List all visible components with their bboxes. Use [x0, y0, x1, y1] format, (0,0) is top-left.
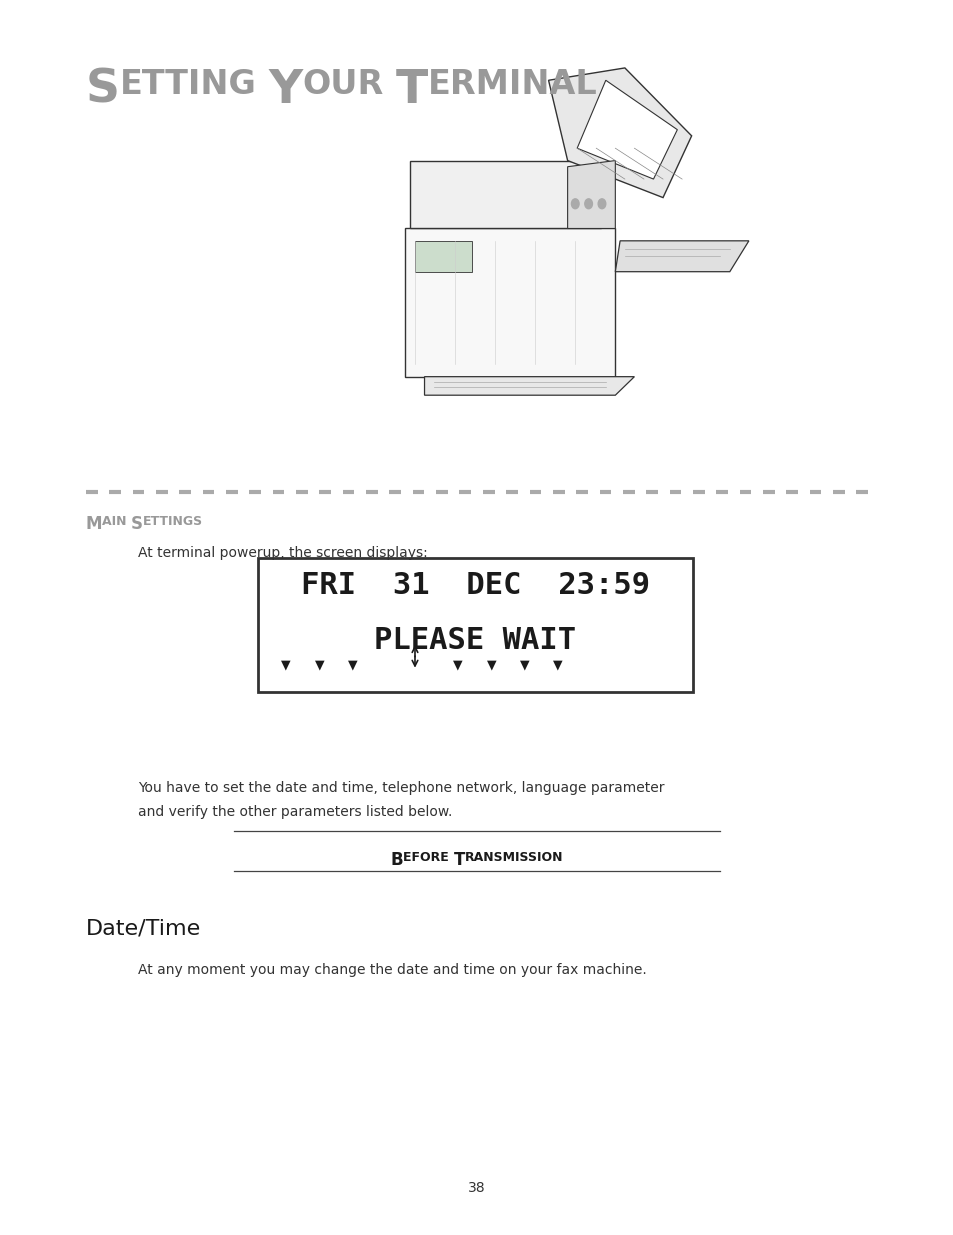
Text: At terminal powerup, the screen displays:: At terminal powerup, the screen displays…: [138, 546, 428, 559]
Text: At any moment you may change the date and time on your fax machine.: At any moment you may change the date an…: [138, 963, 646, 977]
Text: ▼: ▼: [453, 658, 462, 671]
Text: T: T: [395, 68, 427, 112]
Text: AIN: AIN: [102, 515, 132, 529]
Circle shape: [571, 199, 578, 209]
Polygon shape: [415, 241, 472, 272]
Polygon shape: [615, 241, 748, 272]
Text: Y: Y: [268, 68, 302, 112]
Text: ▼: ▼: [348, 658, 357, 671]
Text: You have to set the date and time, telephone network, language parameter: You have to set the date and time, telep…: [138, 781, 664, 794]
Polygon shape: [410, 161, 600, 228]
Text: Date/Time: Date/Time: [86, 919, 201, 939]
Polygon shape: [424, 377, 634, 395]
FancyBboxPatch shape: [257, 558, 692, 692]
Polygon shape: [548, 68, 691, 198]
Circle shape: [598, 199, 605, 209]
Text: ▼: ▼: [519, 658, 529, 671]
Text: ETTING: ETTING: [120, 68, 256, 101]
Text: OUR: OUR: [302, 68, 383, 101]
Text: ▼: ▼: [314, 658, 324, 671]
Text: ETTINGS: ETTINGS: [143, 515, 203, 529]
Text: ▼: ▼: [486, 658, 496, 671]
Text: ▼: ▼: [281, 658, 291, 671]
Text: B: B: [391, 851, 403, 869]
Text: 38: 38: [468, 1181, 485, 1195]
Text: ERMINAL: ERMINAL: [427, 68, 597, 101]
Text: S: S: [132, 515, 143, 534]
Text: S: S: [86, 68, 120, 112]
Text: ▼: ▼: [553, 658, 562, 671]
Text: and verify the other parameters listed below.: and verify the other parameters listed b…: [138, 805, 453, 819]
Text: PLEASE WAIT: PLEASE WAIT: [374, 626, 576, 655]
Text: T: T: [453, 851, 464, 869]
Polygon shape: [405, 228, 615, 377]
Text: M: M: [86, 515, 102, 534]
Text: FRI  31  DEC  23:59: FRI 31 DEC 23:59: [300, 571, 649, 599]
Circle shape: [584, 199, 592, 209]
Text: EFORE: EFORE: [403, 851, 453, 864]
Text: RANSMISSION: RANSMISSION: [464, 851, 562, 864]
Polygon shape: [577, 80, 677, 179]
Polygon shape: [567, 161, 615, 228]
